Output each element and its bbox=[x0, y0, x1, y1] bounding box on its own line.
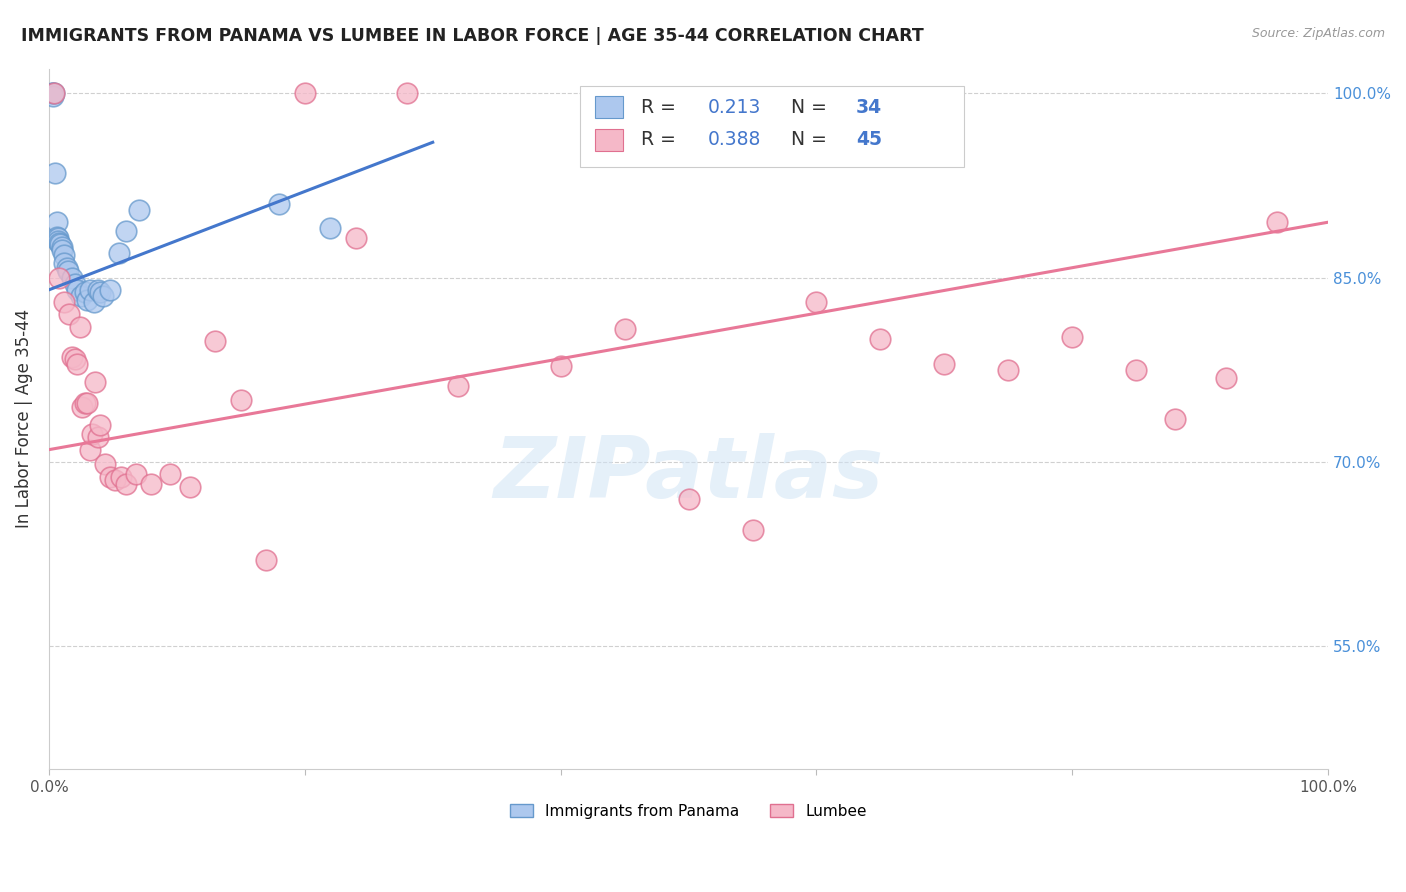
Point bbox=[108, 246, 131, 260]
Point bbox=[179, 479, 201, 493]
Point bbox=[42, 86, 65, 100]
Point bbox=[83, 295, 105, 310]
Point bbox=[100, 283, 122, 297]
Point bbox=[114, 224, 136, 238]
Point bbox=[94, 458, 117, 472]
Text: 45: 45 bbox=[856, 130, 882, 150]
Point bbox=[45, 230, 67, 244]
Point bbox=[678, 491, 700, 506]
Point bbox=[229, 393, 252, 408]
Text: 34: 34 bbox=[856, 97, 882, 117]
Point bbox=[447, 378, 470, 392]
Point bbox=[42, 88, 65, 103]
Point bbox=[997, 362, 1019, 376]
Point bbox=[254, 553, 277, 567]
Point bbox=[79, 442, 101, 457]
Point bbox=[63, 277, 86, 291]
Point bbox=[1265, 215, 1288, 229]
Point bbox=[73, 396, 96, 410]
Point bbox=[396, 86, 419, 100]
Point bbox=[806, 295, 828, 310]
Point bbox=[86, 283, 108, 297]
Point bbox=[100, 469, 122, 483]
Point bbox=[46, 234, 69, 248]
Point bbox=[110, 469, 132, 483]
Point bbox=[104, 474, 127, 488]
Point bbox=[294, 86, 316, 100]
Point bbox=[53, 256, 76, 270]
Point bbox=[269, 196, 291, 211]
Point bbox=[41, 86, 63, 100]
Point bbox=[141, 477, 163, 491]
Point bbox=[70, 400, 93, 414]
Point bbox=[1163, 412, 1185, 426]
Point bbox=[48, 270, 70, 285]
Point bbox=[76, 396, 98, 410]
Point bbox=[84, 375, 107, 389]
Point bbox=[1125, 362, 1147, 376]
Point bbox=[934, 357, 956, 371]
Point bbox=[125, 467, 148, 482]
Point bbox=[613, 322, 636, 336]
Text: R =: R = bbox=[641, 130, 682, 150]
Point bbox=[46, 231, 69, 245]
Point bbox=[66, 357, 89, 371]
Point bbox=[79, 283, 101, 297]
Point bbox=[128, 202, 150, 217]
Point bbox=[741, 523, 763, 537]
Text: IMMIGRANTS FROM PANAMA VS LUMBEE IN LABOR FORCE | AGE 35-44 CORRELATION CHART: IMMIGRANTS FROM PANAMA VS LUMBEE IN LABO… bbox=[21, 27, 924, 45]
Point bbox=[42, 86, 65, 100]
Text: 0.388: 0.388 bbox=[707, 130, 761, 150]
FancyBboxPatch shape bbox=[579, 86, 963, 167]
Point bbox=[319, 221, 342, 235]
Point bbox=[70, 289, 93, 303]
Legend: Immigrants from Panama, Lumbee: Immigrants from Panama, Lumbee bbox=[505, 797, 873, 825]
Point bbox=[63, 351, 86, 366]
FancyBboxPatch shape bbox=[595, 128, 623, 152]
Text: N =: N = bbox=[792, 97, 832, 117]
Text: Source: ZipAtlas.com: Source: ZipAtlas.com bbox=[1251, 27, 1385, 40]
Point bbox=[76, 293, 98, 307]
Point bbox=[89, 285, 111, 300]
Text: 0.213: 0.213 bbox=[707, 97, 761, 117]
Point bbox=[91, 289, 114, 303]
Point bbox=[89, 418, 111, 433]
Point bbox=[73, 285, 96, 300]
Point bbox=[48, 236, 70, 251]
Point bbox=[344, 231, 367, 245]
Point bbox=[1062, 329, 1084, 343]
Point bbox=[1215, 371, 1237, 385]
Point bbox=[56, 264, 79, 278]
Point bbox=[53, 248, 76, 262]
Point bbox=[869, 332, 891, 346]
Point bbox=[58, 307, 80, 321]
Point bbox=[86, 430, 108, 444]
Point bbox=[159, 467, 181, 482]
Point bbox=[550, 359, 572, 373]
Text: ZIPatlas: ZIPatlas bbox=[494, 434, 884, 516]
Point bbox=[51, 240, 73, 254]
Y-axis label: In Labor Force | Age 35-44: In Labor Force | Age 35-44 bbox=[15, 310, 32, 528]
FancyBboxPatch shape bbox=[595, 95, 623, 119]
Point bbox=[114, 477, 136, 491]
Point bbox=[69, 319, 91, 334]
Point bbox=[49, 237, 72, 252]
Point bbox=[60, 351, 83, 365]
Point bbox=[204, 334, 226, 349]
Point bbox=[42, 86, 65, 100]
Text: R =: R = bbox=[641, 97, 682, 117]
Point bbox=[44, 166, 66, 180]
Point bbox=[51, 244, 73, 258]
Point bbox=[82, 426, 104, 441]
Point bbox=[66, 283, 89, 297]
Point bbox=[60, 270, 83, 285]
Text: N =: N = bbox=[792, 130, 832, 150]
Point bbox=[45, 215, 67, 229]
Point bbox=[56, 260, 79, 275]
Point bbox=[53, 295, 76, 310]
